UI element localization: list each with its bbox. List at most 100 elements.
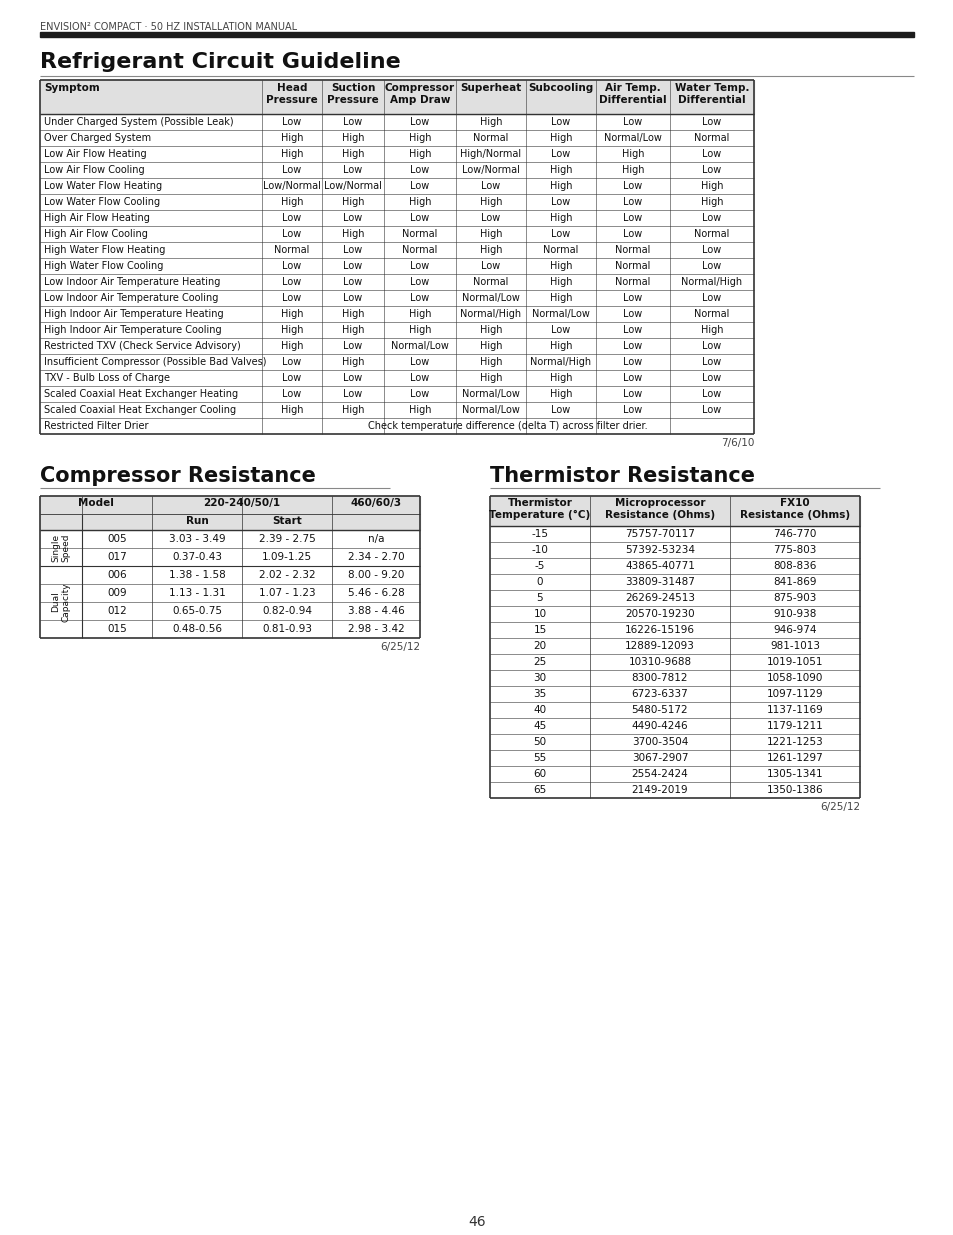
Text: 1.07 - 1.23: 1.07 - 1.23 [258,588,315,598]
Text: Low: Low [282,373,301,383]
Text: High: High [341,198,364,207]
Text: Low: Low [551,405,570,415]
Text: n/a: n/a [367,534,384,543]
Text: Run: Run [186,516,208,526]
Text: High: High [479,228,501,240]
Text: Low: Low [701,373,720,383]
Text: High: High [341,309,364,319]
Text: Low: Low [410,261,429,270]
Text: Low: Low [410,212,429,224]
Text: Low: Low [701,149,720,159]
Text: Low: Low [622,212,642,224]
Text: High: High [549,261,572,270]
Text: High: High [479,245,501,254]
Text: FX10
Resistance (Ohms): FX10 Resistance (Ohms) [740,498,849,520]
Text: Head
Pressure: Head Pressure [266,83,317,105]
Text: 1305-1341: 1305-1341 [766,769,822,779]
Text: Low/Normal: Low/Normal [324,182,381,191]
Text: High: High [700,325,722,335]
Text: Normal/Low: Normal/Low [603,133,661,143]
Text: 2.98 - 3.42: 2.98 - 3.42 [347,624,404,634]
Text: 57392-53234: 57392-53234 [624,545,695,555]
Text: Low: Low [701,357,720,367]
Text: Low: Low [701,389,720,399]
Text: Low: Low [701,293,720,303]
Text: High: High [549,165,572,175]
Text: Normal: Normal [473,133,508,143]
Text: Low: Low [282,293,301,303]
Text: High: High [341,325,364,335]
Text: Low: Low [622,341,642,351]
Text: Low Air Flow Heating: Low Air Flow Heating [44,149,147,159]
Text: Low: Low [410,182,429,191]
Text: High: High [700,198,722,207]
Text: Normal: Normal [402,245,437,254]
Text: 60: 60 [533,769,546,779]
Text: Normal/High: Normal/High [530,357,591,367]
Text: 6/25/12: 6/25/12 [819,802,859,811]
Text: High: High [479,373,501,383]
Text: High: High [280,405,303,415]
Text: 0: 0 [537,577,542,587]
Text: Low: Low [282,228,301,240]
Text: 220-240/50/1: 220-240/50/1 [203,498,280,508]
Text: Low: Low [343,293,362,303]
Text: Compressor
Amp Draw: Compressor Amp Draw [384,83,455,105]
Text: 1350-1386: 1350-1386 [766,785,822,795]
Text: Thermistor Resistance: Thermistor Resistance [490,466,754,487]
Text: Low: Low [701,165,720,175]
Text: 0.37-0.43: 0.37-0.43 [172,552,222,562]
Text: High: High [479,357,501,367]
Text: Subcooling: Subcooling [528,83,593,93]
Text: 30: 30 [533,673,546,683]
Text: Superheat: Superheat [460,83,521,93]
Text: 33809-31487: 33809-31487 [624,577,694,587]
Text: -5: -5 [535,561,544,571]
Text: 45: 45 [533,721,546,731]
Text: Refrigerant Circuit Guideline: Refrigerant Circuit Guideline [40,52,400,72]
Text: 0.65-0.75: 0.65-0.75 [172,606,222,616]
Text: Normal: Normal [694,309,729,319]
Text: Low: Low [622,117,642,127]
Text: Low: Low [343,389,362,399]
Text: Low: Low [410,277,429,287]
Text: High: High [549,341,572,351]
Text: High: High [408,309,431,319]
Text: Water Temp.
Differential: Water Temp. Differential [674,83,748,105]
Text: Normal/Low: Normal/Low [461,293,519,303]
Text: Normal: Normal [615,277,650,287]
Text: Low: Low [622,198,642,207]
Bar [40,80,753,114]
Text: 6723-6337: 6723-6337 [631,689,688,699]
Text: High: High [408,405,431,415]
Text: Low: Low [551,117,570,127]
Text: Compressor Resistance: Compressor Resistance [40,466,315,487]
Text: High: High [341,357,364,367]
Text: TXV - Bulb Loss of Charge: TXV - Bulb Loss of Charge [44,373,170,383]
Text: High Air Flow Cooling: High Air Flow Cooling [44,228,148,240]
Text: High/Normal: High/Normal [460,149,521,159]
Text: 15: 15 [533,625,546,635]
Text: High: High [479,341,501,351]
Text: Low Water Flow Heating: Low Water Flow Heating [44,182,162,191]
Text: -15: -15 [531,529,548,538]
Text: Low: Low [343,165,362,175]
Text: High: High [408,325,431,335]
Text: 808-836: 808-836 [773,561,816,571]
Text: 7/6/10: 7/6/10 [720,438,753,448]
Text: Low/Normal: Low/Normal [263,182,320,191]
Text: Low: Low [343,373,362,383]
Text: 017: 017 [107,552,127,562]
Text: High: High [408,133,431,143]
Text: Suction
Pressure: Suction Pressure [327,83,378,105]
Text: Low: Low [410,389,429,399]
Text: Low: Low [282,165,301,175]
Text: High Indoor Air Temperature Cooling: High Indoor Air Temperature Cooling [44,325,221,335]
Text: 875-903: 875-903 [773,593,816,603]
Text: 746-770: 746-770 [773,529,816,538]
Text: High: High [549,277,572,287]
Text: Low: Low [622,228,642,240]
Text: 1261-1297: 1261-1297 [766,753,822,763]
Text: Microprocessor
Resistance (Ohms): Microprocessor Resistance (Ohms) [604,498,715,520]
Text: 910-938: 910-938 [773,609,816,619]
